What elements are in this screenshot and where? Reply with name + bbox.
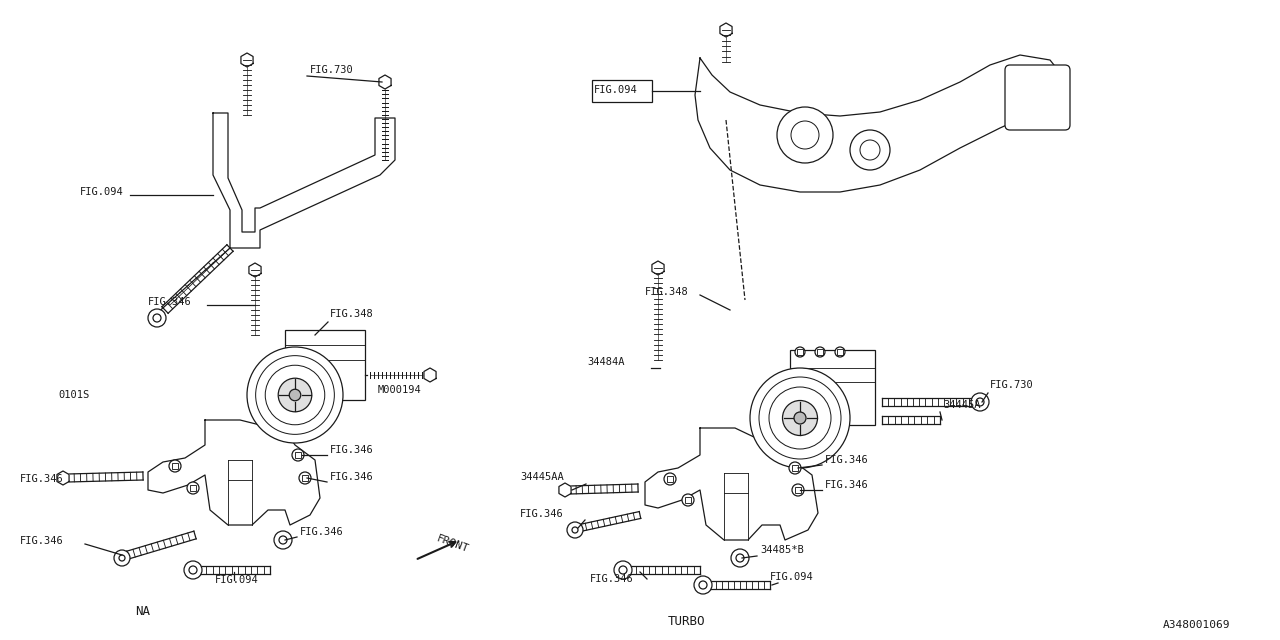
Text: FIG.346: FIG.346 (590, 574, 634, 584)
Text: FIG.346: FIG.346 (330, 472, 374, 482)
Polygon shape (424, 368, 436, 382)
Text: FIG.348: FIG.348 (645, 287, 689, 297)
Bar (593, 80, 652, 102)
Bar (302, 475, 308, 481)
FancyBboxPatch shape (1005, 65, 1070, 130)
Circle shape (972, 393, 989, 411)
Circle shape (815, 347, 826, 357)
Text: A348001069: A348001069 (1162, 620, 1230, 630)
Bar (792, 465, 799, 471)
Bar (285, 330, 365, 400)
Circle shape (247, 347, 343, 443)
Polygon shape (559, 483, 571, 497)
Bar (189, 484, 196, 492)
Text: M000194: M000194 (378, 385, 421, 395)
Text: FIG.094: FIG.094 (771, 572, 814, 582)
Circle shape (169, 460, 180, 472)
Text: 34485*B: 34485*B (760, 545, 804, 555)
Text: FIG.346: FIG.346 (330, 445, 374, 455)
Circle shape (782, 401, 818, 435)
Polygon shape (148, 420, 320, 525)
Text: NA: NA (134, 605, 150, 618)
Text: 34484A: 34484A (588, 357, 625, 367)
Bar (294, 452, 301, 458)
Text: FIG.346: FIG.346 (826, 455, 869, 465)
Circle shape (567, 522, 582, 538)
Circle shape (682, 494, 694, 506)
Text: 34445A: 34445A (943, 400, 980, 410)
Circle shape (274, 531, 292, 549)
Polygon shape (212, 113, 396, 248)
Text: FIG.346: FIG.346 (826, 480, 869, 490)
Polygon shape (56, 471, 69, 485)
Bar (667, 476, 673, 483)
Circle shape (289, 389, 301, 401)
Circle shape (777, 107, 833, 163)
Polygon shape (719, 23, 732, 37)
Circle shape (664, 473, 676, 485)
Polygon shape (645, 428, 818, 540)
Bar (790, 350, 876, 425)
Circle shape (794, 412, 806, 424)
Text: FIG.346: FIG.346 (20, 474, 64, 484)
Text: 0101S: 0101S (58, 390, 90, 400)
Circle shape (148, 309, 166, 327)
Bar (817, 349, 823, 355)
Bar (837, 349, 842, 355)
Circle shape (792, 484, 804, 496)
Circle shape (300, 472, 311, 484)
Circle shape (292, 449, 305, 461)
Circle shape (187, 482, 198, 494)
Text: TURBO: TURBO (668, 615, 705, 628)
Text: FRONT: FRONT (435, 533, 470, 554)
Circle shape (750, 368, 850, 468)
Circle shape (731, 549, 749, 567)
Text: 34445AA: 34445AA (520, 472, 563, 482)
Circle shape (835, 347, 845, 357)
Circle shape (795, 347, 805, 357)
Text: FIG.348: FIG.348 (330, 309, 374, 319)
Bar (685, 497, 691, 503)
Bar (795, 486, 801, 493)
Circle shape (114, 550, 131, 566)
Text: FIG.346: FIG.346 (300, 527, 344, 537)
Polygon shape (695, 55, 1062, 192)
Polygon shape (241, 53, 253, 67)
Bar (797, 349, 803, 355)
Text: FIG.730: FIG.730 (310, 65, 353, 75)
Polygon shape (379, 75, 392, 89)
Text: FIG.730: FIG.730 (989, 380, 1034, 390)
Text: FIG.094: FIG.094 (594, 85, 637, 95)
Text: FIG.094: FIG.094 (81, 187, 124, 197)
Polygon shape (652, 261, 664, 275)
Polygon shape (248, 263, 261, 277)
Circle shape (694, 576, 712, 594)
Text: FIG.346: FIG.346 (148, 297, 192, 307)
Bar (172, 463, 178, 469)
Text: FIG.094: FIG.094 (215, 575, 259, 585)
Circle shape (278, 378, 312, 412)
Circle shape (184, 561, 202, 579)
Circle shape (614, 561, 632, 579)
Text: FIG.346: FIG.346 (20, 536, 64, 546)
Text: FIG.346: FIG.346 (520, 509, 563, 519)
Circle shape (850, 130, 890, 170)
Circle shape (788, 462, 801, 474)
